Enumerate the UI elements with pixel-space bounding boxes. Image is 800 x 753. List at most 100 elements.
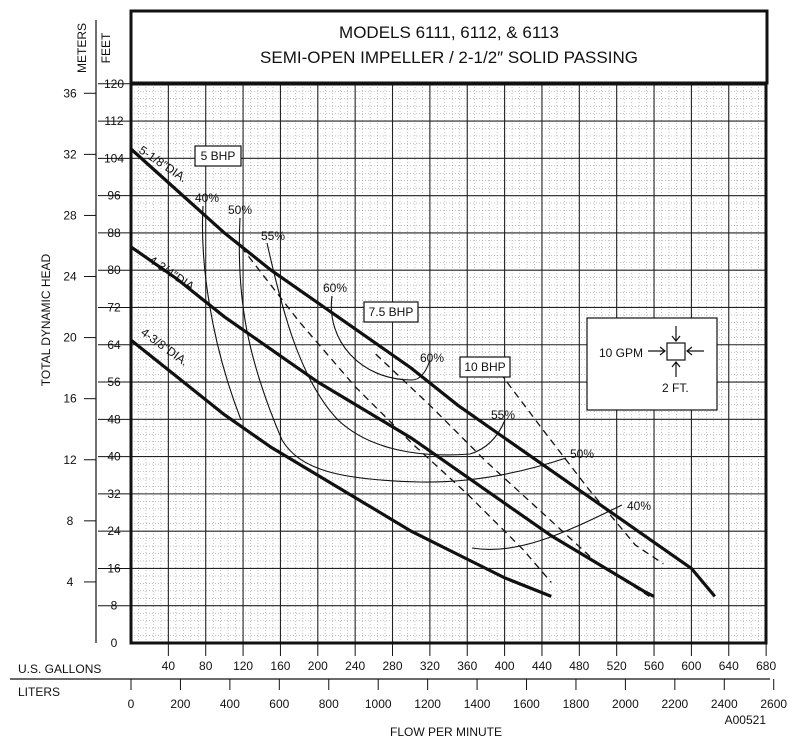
liter-tick-label: 2600 [760, 697, 787, 711]
feet-tick-label: 8 [111, 599, 118, 613]
efficiency-label: 50% [228, 203, 252, 217]
impeller-curve-label: 4-3/8″DIA. [138, 325, 191, 369]
liter-tick-label: 600 [269, 697, 289, 711]
liter-tick-label: 2200 [661, 697, 688, 711]
feet-tick-label: 88 [107, 226, 121, 240]
feet-tick-label: 112 [104, 114, 123, 128]
efficiency-contour-1 [238, 217, 567, 483]
title-box [129, 9, 769, 85]
bhp-label-box [459, 356, 511, 378]
liter-tick-label: 200 [170, 697, 190, 711]
bhp-label: 7.5 BHP [369, 305, 414, 319]
efficiency-label: 50% [570, 447, 594, 461]
meters-tick-label: 12 [63, 453, 77, 467]
meters-axis-title: METERS [75, 23, 89, 73]
bhp-line-2 [499, 372, 664, 565]
feet-tick-label: 24 [107, 524, 121, 538]
plot-frame [129, 82, 768, 645]
feet-tick-label: 120 [104, 77, 124, 91]
labels: MODELS 6111, 6112, & 6113 SEMI-OPEN IMPEL… [18, 23, 787, 739]
feet-tick-label: 72 [107, 300, 121, 314]
impeller-curve-label: 4-3/4″DIA. [146, 253, 199, 295]
meters-tick-label: 8 [67, 514, 74, 528]
meters-tick-label: 28 [63, 208, 77, 222]
gallon-tick-label: 80 [199, 659, 213, 673]
drawing-code: A00521 [725, 713, 767, 727]
efficiency-label: 40% [627, 499, 651, 513]
efficiency-contour-3 [330, 295, 431, 381]
efficiency-contour-2 [266, 242, 506, 456]
feet-tick-label: 80 [107, 263, 121, 277]
gallon-tick-label: 600 [681, 659, 701, 673]
liter-tick-label: 1800 [563, 697, 590, 711]
feet-tick-label: 96 [107, 189, 121, 203]
gallon-tick-label: 520 [607, 659, 627, 673]
gallons-axis-title: U.S. GALLONS [18, 662, 101, 676]
scale-legend: 10 GPM 2 FT. [586, 317, 718, 411]
bhp-label: 5 BHP [201, 149, 236, 163]
feet-axis-title: FEET [99, 32, 113, 63]
liter-tick-label: 800 [319, 697, 339, 711]
meters-tick-label: 36 [63, 86, 77, 100]
bhp-label-box [363, 301, 419, 323]
scale-legend-box [586, 317, 718, 411]
gallon-tick-label: 240 [345, 659, 365, 673]
feet-tick-label: 64 [107, 338, 121, 352]
liter-tick-label: 1600 [513, 697, 540, 711]
feet-tick-label: 32 [107, 487, 121, 501]
head-arrows-icon [671, 326, 681, 377]
y-axis-title: TOTAL DYNAMIC HEAD [39, 253, 53, 386]
impeller-curve-0 [129, 147, 717, 598]
gallon-tick-label: 640 [719, 659, 739, 673]
liter-tick-label: 2000 [612, 697, 639, 711]
gallon-tick-label: 480 [569, 659, 589, 673]
legend-flow-label: 10 GPM [599, 346, 643, 360]
gallon-tick-label: 120 [233, 659, 253, 673]
liter-tick-label: 400 [220, 697, 240, 711]
gallon-tick-label: 160 [270, 659, 290, 673]
chart-title: MODELS 6111, 6112, & 6113 [339, 23, 559, 42]
gallon-tick-label: 280 [383, 659, 403, 673]
x-axis-title: FLOW PER MINUTE [390, 725, 502, 739]
gallon-tick-label: 320 [420, 659, 440, 673]
gallon-tick-label: 560 [644, 659, 664, 673]
feet-tick-label: 56 [107, 375, 121, 389]
gallon-tick-label: 360 [457, 659, 477, 673]
efficiency-label: 60% [323, 281, 347, 295]
meters-tick-label: 16 [63, 392, 77, 406]
liter-tick-label: 1200 [414, 697, 441, 711]
efficiency-contour-0 [201, 205, 242, 421]
meters-tick-label: 4 [67, 575, 74, 589]
liter-tick-label: 2400 [711, 697, 738, 711]
gallon-tick-label: 400 [495, 659, 515, 673]
efficiency-label: 55% [491, 408, 515, 422]
feet-tick-label: 40 [107, 450, 121, 464]
liter-tick-label: 1400 [464, 697, 491, 711]
bhp-label: 10 BHP [464, 360, 505, 374]
bhp-line-0 [240, 246, 552, 583]
meters-tick-label: 20 [63, 331, 77, 345]
gallon-tick-label: 40 [162, 659, 176, 673]
efficiency-label: 55% [261, 229, 285, 243]
chart-subtitle: SEMI-OPEN IMPELLER / 2-1/2″ SOLID PASSIN… [260, 48, 638, 67]
liters-axis-title: LITERS [18, 685, 60, 699]
flow-arrows-icon [648, 346, 704, 356]
performance-curves [129, 147, 717, 598]
feet-tick-label: 16 [107, 561, 121, 575]
efficiency-label: 60% [420, 351, 444, 365]
bhp-label-box [194, 145, 242, 167]
legend-head-label: 2 FT. [662, 381, 689, 395]
gallon-tick-label: 440 [532, 659, 552, 673]
feet-tick-label: 104 [104, 151, 124, 165]
liter-tick-label: 1000 [365, 697, 392, 711]
feet-tick-label: 48 [107, 412, 121, 426]
scale-square [666, 342, 686, 361]
impeller-curve-2 [130, 338, 552, 598]
efficiency-contour-4 [471, 504, 623, 550]
feet-tick-label: 0 [111, 636, 118, 650]
gallon-tick-label: 200 [308, 659, 328, 673]
gallon-tick-label: 680 [756, 659, 776, 673]
efficiency-label: 40% [195, 191, 219, 205]
meters-tick-label: 32 [63, 147, 77, 161]
